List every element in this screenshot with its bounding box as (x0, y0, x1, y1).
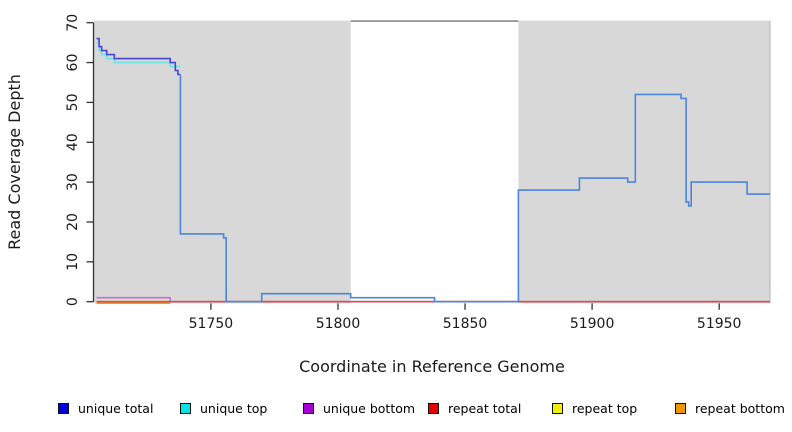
y-tick-label: 0 (65, 297, 81, 306)
axes-layer: 0 10 20 30 40 50 60 70 51750 51800 51850 51900 51950 (65, 14, 741, 332)
y-tick-label: 40 (65, 133, 81, 151)
y-tick-label: 50 (65, 94, 81, 112)
x-axis-title: Coordinate in Reference Genome (299, 357, 565, 376)
series-line-unique-total (96, 37, 181, 76)
legend-label: unique top (200, 400, 268, 416)
legend-swatch-unique-bottom (303, 402, 314, 414)
right-gray-region (518, 20, 771, 304)
y-tick-label: 70 (65, 14, 81, 32)
legend-label: unique total (78, 400, 154, 416)
legend-item-unique-bottom: unique bottom (303, 399, 415, 417)
y-tick-label: 60 (65, 54, 81, 72)
legend-label: repeat top (572, 400, 638, 416)
shaded-regions-layer (94, 20, 771, 304)
legend-swatch-unique-top (180, 402, 191, 414)
series-line-unique-total-after-merge (179, 74, 770, 303)
x-tick-label: 51750 (189, 316, 234, 332)
legend: unique total unique top unique bottom repea… (0, 399, 792, 421)
legend-swatch-repeat-top (552, 402, 563, 414)
series-layer (96, 37, 770, 304)
legend-item-unique-total: unique total (58, 399, 153, 417)
y-tick-label: 10 (65, 253, 81, 271)
y-tick-label: 20 (65, 213, 81, 231)
legend-item-unique-top: unique top (180, 399, 267, 417)
x-tick-label: 51850 (443, 316, 488, 332)
legend-item-repeat-bottom: repeat bottom (675, 399, 785, 417)
legend-item-repeat-total: repeat total (428, 399, 521, 417)
legend-item-repeat-top: repeat top (552, 399, 637, 417)
y-axis-title: Read Coverage Depth (5, 74, 24, 250)
y-tick-label: 30 (65, 173, 81, 191)
legend-swatch-repeat-total (428, 402, 439, 414)
left-gray-region (94, 20, 351, 304)
legend-swatch-repeat-bottom (675, 402, 686, 414)
x-tick-label: 51950 (697, 316, 742, 332)
x-tick-label: 51900 (570, 316, 615, 332)
legend-label: repeat total (448, 400, 522, 416)
legend-swatch-unique-total (58, 402, 69, 414)
legend-label: unique bottom (323, 400, 416, 416)
x-tick-label: 51800 (316, 316, 361, 332)
legend-label: repeat bottom (695, 400, 785, 416)
